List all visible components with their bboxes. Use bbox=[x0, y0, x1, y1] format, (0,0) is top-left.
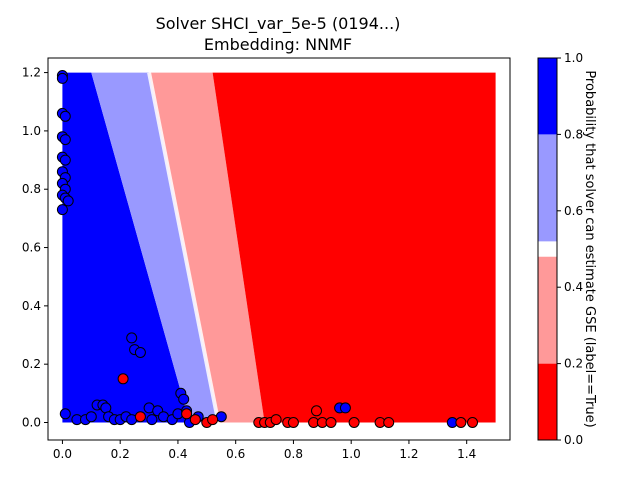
chart-title: Solver SHCI_var_5e-5 (0194...) bbox=[156, 14, 401, 34]
data-point bbox=[134, 347, 146, 358]
y-tick-label: 1.0 bbox=[22, 124, 41, 138]
data-point bbox=[59, 110, 71, 122]
colorbar-segment bbox=[538, 241, 557, 257]
data-point bbox=[85, 411, 97, 423]
x-tick-label: 1.2 bbox=[399, 447, 418, 461]
decision-boundary bbox=[147, 72, 221, 423]
chart-subtitle: Embedding: NNMF bbox=[204, 35, 352, 54]
data-point bbox=[56, 204, 68, 216]
x-tick-label: 0.8 bbox=[284, 447, 303, 461]
colorbar-stops bbox=[538, 58, 557, 440]
colorbar-frame bbox=[537, 57, 558, 441]
colorbar: 0.0 0.2 0.4 0.6 0.8 1.0 Probability that solv… bbox=[537, 51, 597, 447]
y-tick-label: 0.4 bbox=[22, 299, 41, 313]
x-tick-label: 0.4 bbox=[168, 447, 187, 461]
colorbar-segment bbox=[538, 363, 557, 440]
data-point bbox=[311, 405, 322, 417]
data-point bbox=[126, 332, 138, 344]
data-point bbox=[270, 414, 282, 426]
data-point bbox=[146, 414, 158, 426]
probability-map bbox=[62, 72, 496, 423]
scatter-points bbox=[56, 70, 478, 428]
colorbar-tick-label: 0.0 bbox=[564, 433, 583, 447]
x-tick-label: 0.2 bbox=[111, 447, 130, 461]
data-point bbox=[467, 417, 478, 428]
data-point bbox=[455, 417, 467, 428]
data-point bbox=[189, 414, 201, 426]
x-tick-label: 1.4 bbox=[457, 447, 476, 461]
colorbar-tick-label: 0.2 bbox=[564, 357, 583, 371]
probability-band-3 bbox=[212, 72, 496, 423]
data-point bbox=[56, 72, 68, 84]
data-point bbox=[59, 408, 71, 420]
y-tick-label: 0.2 bbox=[22, 357, 41, 371]
y-tick-label: 0.6 bbox=[22, 241, 41, 255]
data-point bbox=[59, 154, 71, 166]
data-point bbox=[134, 411, 146, 423]
colorbar-tick-label: 1.0 bbox=[564, 51, 583, 65]
y-tick-label: 0.0 bbox=[22, 416, 41, 430]
data-point bbox=[178, 393, 190, 405]
x-tick-label: 1.0 bbox=[342, 447, 361, 461]
data-point bbox=[62, 195, 74, 207]
colorbar-segment bbox=[538, 58, 557, 135]
colorbar-segment bbox=[538, 256, 557, 364]
x-tick-label: 0.6 bbox=[226, 447, 245, 461]
x-tick-label: 0.0 bbox=[53, 447, 72, 461]
data-point bbox=[339, 402, 351, 414]
colorbar-tick-label: 0.6 bbox=[564, 204, 583, 218]
probability-band-1 bbox=[91, 72, 219, 423]
colorbar-label: Probability that solver can estimate GSE… bbox=[582, 70, 597, 427]
plot-area bbox=[47, 57, 511, 441]
y-axis: 0.0 0.2 0.4 0.6 0.8 1.0 1.2 bbox=[22, 66, 48, 430]
y-tick-label: 0.8 bbox=[22, 182, 41, 196]
colorbar-ticks: 0.0 0.2 0.4 0.6 0.8 1.0 bbox=[557, 51, 583, 447]
data-point bbox=[117, 373, 129, 385]
data-point bbox=[207, 414, 219, 426]
data-point bbox=[348, 417, 360, 428]
x-axis: 0.0 0.2 0.4 0.6 0.8 1.0 1.2 1.4 bbox=[53, 440, 476, 461]
data-point bbox=[383, 417, 395, 428]
y-tick-label: 1.2 bbox=[22, 66, 41, 80]
data-point bbox=[325, 417, 337, 428]
data-point bbox=[59, 134, 71, 146]
data-point bbox=[181, 408, 193, 420]
data-point bbox=[287, 417, 299, 428]
plot-frame bbox=[47, 57, 511, 441]
probability-band-0 bbox=[62, 72, 190, 423]
colorbar-tick-label: 0.8 bbox=[564, 127, 583, 141]
colorbar-segment bbox=[538, 134, 557, 242]
probability-band-2 bbox=[149, 72, 265, 423]
colorbar-tick-label: 0.4 bbox=[564, 280, 583, 294]
